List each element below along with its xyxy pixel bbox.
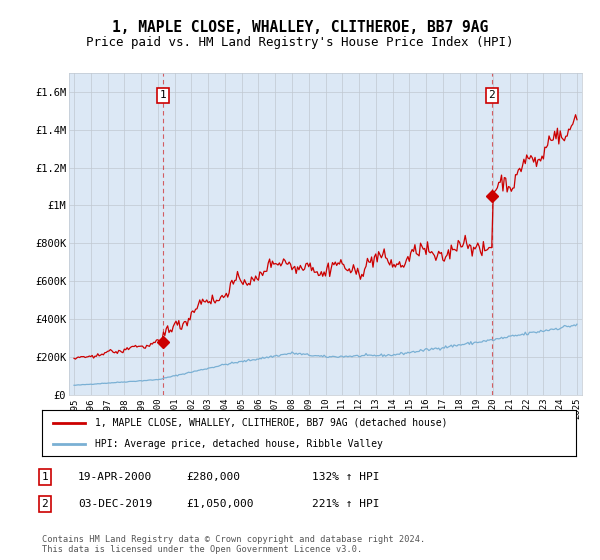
Text: £280,000: £280,000 bbox=[186, 472, 240, 482]
Text: £1,050,000: £1,050,000 bbox=[186, 499, 254, 509]
Text: 132% ↑ HPI: 132% ↑ HPI bbox=[312, 472, 380, 482]
Text: Contains HM Land Registry data © Crown copyright and database right 2024.
This d: Contains HM Land Registry data © Crown c… bbox=[42, 535, 425, 554]
Text: 1: 1 bbox=[41, 472, 49, 482]
Text: 1, MAPLE CLOSE, WHALLEY, CLITHEROE, BB7 9AG: 1, MAPLE CLOSE, WHALLEY, CLITHEROE, BB7 … bbox=[112, 20, 488, 35]
Text: Price paid vs. HM Land Registry's House Price Index (HPI): Price paid vs. HM Land Registry's House … bbox=[86, 36, 514, 49]
Text: 1, MAPLE CLOSE, WHALLEY, CLITHEROE, BB7 9AG (detached house): 1, MAPLE CLOSE, WHALLEY, CLITHEROE, BB7 … bbox=[95, 418, 448, 428]
Text: 03-DEC-2019: 03-DEC-2019 bbox=[78, 499, 152, 509]
Text: 1: 1 bbox=[160, 90, 166, 100]
Text: 2: 2 bbox=[41, 499, 49, 509]
Text: HPI: Average price, detached house, Ribble Valley: HPI: Average price, detached house, Ribb… bbox=[95, 439, 383, 449]
Text: 221% ↑ HPI: 221% ↑ HPI bbox=[312, 499, 380, 509]
Text: 2: 2 bbox=[488, 90, 495, 100]
Text: 19-APR-2000: 19-APR-2000 bbox=[78, 472, 152, 482]
